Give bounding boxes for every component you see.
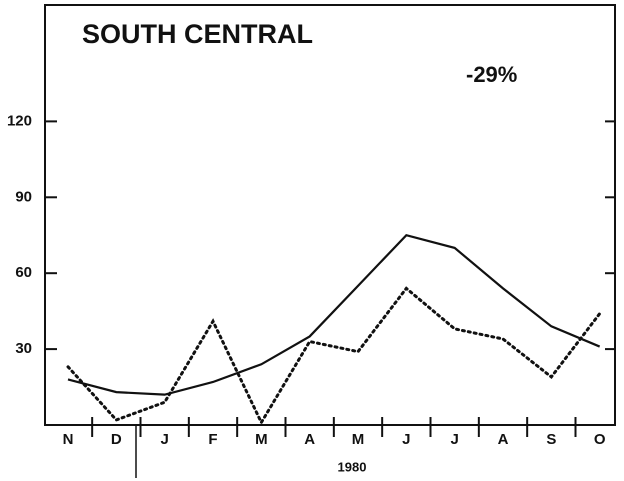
x-tick-label: N: [63, 431, 74, 448]
x-tick-label: M: [255, 431, 268, 448]
series-line: [67, 234, 601, 396]
x-tick-label: J: [450, 431, 458, 448]
x-axis-label: 1980: [338, 459, 367, 474]
x-tick-label: J: [160, 431, 168, 448]
y-tick-label: 30: [15, 340, 32, 357]
x-tick-label: F: [208, 431, 217, 448]
x-tick-label: O: [594, 431, 606, 448]
series-line: [66, 286, 602, 426]
x-tick-label: J: [402, 431, 410, 448]
annotation: -29%: [466, 62, 517, 87]
chart-title: SOUTH CENTRAL: [82, 19, 313, 49]
y-tick-label: 120: [7, 112, 32, 129]
y-tick-label: 60: [15, 264, 32, 281]
x-tick-label: S: [546, 431, 556, 448]
y-tick-label: 90: [15, 188, 32, 205]
x-tick-label: A: [498, 431, 509, 448]
x-tick-label: M: [352, 431, 365, 448]
x-tick-label: A: [304, 431, 315, 448]
x-tick-label: D: [111, 431, 122, 448]
plot-frame: [44, 4, 616, 426]
